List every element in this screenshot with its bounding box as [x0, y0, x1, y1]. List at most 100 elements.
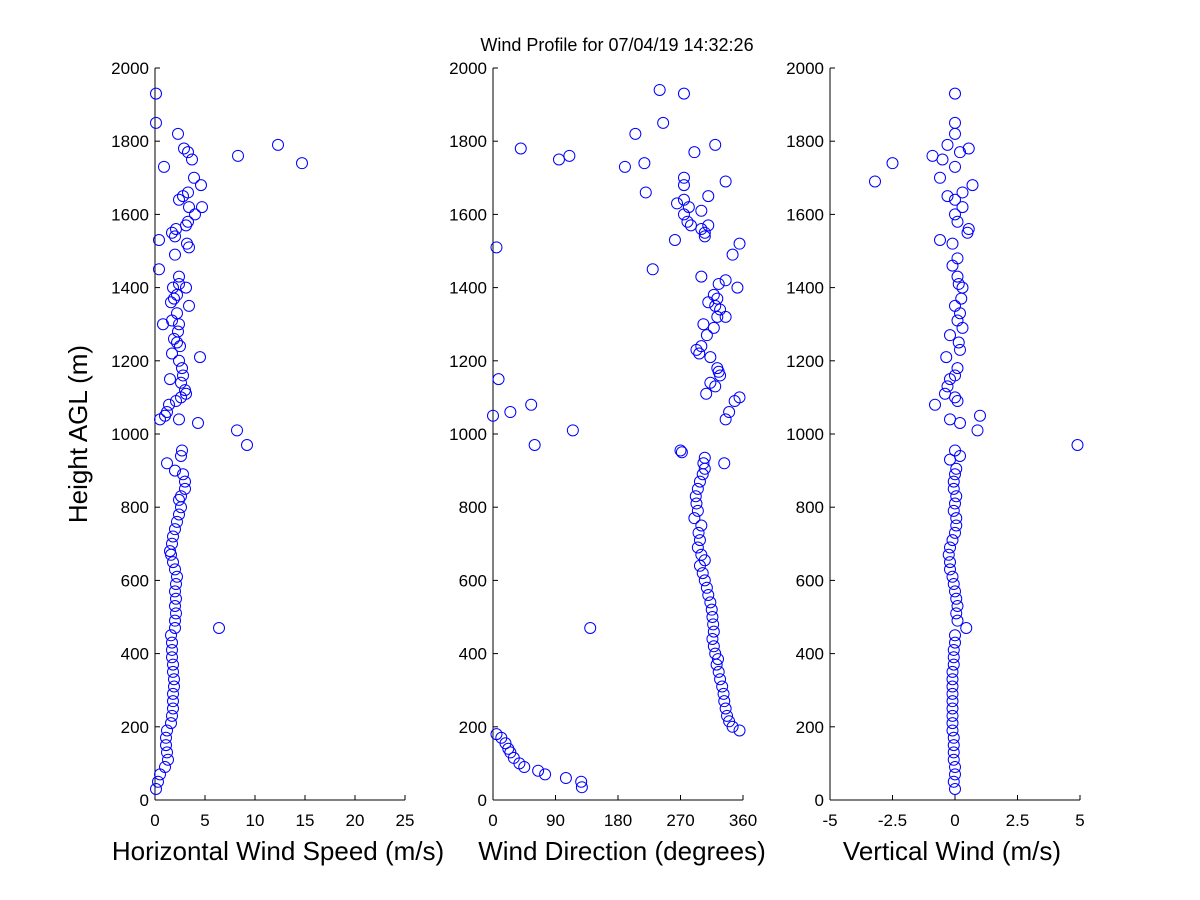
data-point: [160, 739, 172, 752]
data-point: [946, 680, 959, 693]
data-point: [161, 457, 173, 470]
data-point: [176, 444, 188, 457]
data-point: [175, 501, 187, 514]
data-point: [946, 570, 959, 583]
data-point: [154, 768, 166, 781]
data-point: [695, 223, 708, 236]
y-tick-label: 1600: [449, 205, 487, 224]
data-point: [171, 515, 183, 528]
data-point: [946, 687, 959, 700]
data-point: [179, 482, 191, 495]
data-point: [182, 146, 194, 159]
x-axis-label: Vertical Wind (m/s): [843, 836, 1061, 866]
data-point: [947, 578, 960, 591]
x-tick-label: 0: [488, 811, 497, 830]
data-point: [169, 563, 181, 576]
x-tick-label: 360: [729, 811, 757, 830]
data-point: [689, 490, 702, 503]
data-point: [719, 413, 732, 426]
data-point: [695, 340, 708, 353]
data-point: [675, 446, 688, 459]
data-point: [162, 753, 174, 766]
data-point: [706, 632, 719, 645]
data-point: [950, 462, 963, 475]
vertical-wind-panel: 0 200 400 600 800 1000 1200 1400 1600 1800 2000 -5 -…: [786, 59, 1085, 866]
data-point: [166, 709, 178, 722]
y-tick-label: 0: [478, 791, 487, 810]
data-point: [947, 753, 960, 766]
data-point: [677, 171, 690, 184]
data-point: [492, 373, 505, 386]
data-point: [949, 629, 961, 642]
data-point: [698, 226, 711, 239]
data-point: [941, 380, 954, 393]
data-point: [504, 406, 517, 419]
figure-title: Wind Profile for 07/04/19 14:32:26: [480, 35, 753, 55]
y-tick-label: 200: [459, 718, 487, 737]
x-tick-label: 5: [200, 811, 209, 830]
data-point: [232, 149, 244, 162]
data-point: [700, 387, 713, 400]
data-point: [152, 775, 164, 788]
y-tick-label: 0: [140, 791, 149, 810]
y-tick-label: 1000: [111, 425, 149, 444]
data-point: [175, 490, 187, 503]
data-point: [173, 193, 185, 206]
data-point: [1071, 438, 1084, 451]
data-point: [712, 653, 724, 666]
data-point: [183, 201, 195, 214]
data-point: [695, 519, 708, 532]
data-point: [728, 395, 741, 408]
y-tick-label: 600: [459, 571, 487, 590]
y-tick-label: 800: [459, 498, 487, 517]
x-tick-label: 10: [246, 811, 265, 830]
data-point: [167, 695, 179, 708]
x-tick-label: 20: [346, 811, 365, 830]
data-point: [719, 175, 732, 188]
data-point: [944, 329, 956, 342]
data-point: [951, 600, 964, 613]
data-point: [949, 444, 961, 457]
data-point: [954, 146, 966, 159]
data-point: [169, 621, 181, 634]
data-point: [575, 781, 588, 794]
data-point: [169, 523, 181, 536]
data-point: [733, 724, 746, 737]
data-point: [886, 157, 899, 170]
data-point: [629, 127, 642, 140]
data-point: [950, 490, 963, 503]
y-tick-label: 1400: [786, 279, 824, 298]
data-point: [646, 263, 659, 276]
x-axis-label: Horizontal Wind Speed (m/s): [112, 836, 444, 866]
data-point: [177, 369, 189, 382]
data-point: [173, 270, 185, 283]
data-point: [153, 263, 165, 276]
data-point: [166, 537, 178, 550]
data-point: [940, 351, 953, 364]
data-point: [213, 621, 225, 634]
data-point: [946, 717, 959, 730]
data-point: [160, 731, 172, 744]
data-point: [956, 201, 969, 214]
data-point: [693, 534, 706, 547]
data-point: [956, 321, 969, 334]
data-point: [698, 451, 711, 464]
data-point: [952, 277, 965, 290]
data-point: [639, 186, 652, 199]
data-point: [962, 223, 975, 236]
data-point: [171, 336, 183, 349]
data-point: [165, 717, 177, 730]
data-point: [721, 709, 734, 722]
data-point: [296, 157, 308, 170]
data-point: [707, 618, 720, 631]
x-tick-label: 90: [546, 811, 565, 830]
data-point: [947, 658, 960, 671]
data-point: [177, 468, 189, 481]
data-point: [653, 83, 666, 96]
y-tick-label: 1400: [449, 279, 487, 298]
data-point: [175, 449, 187, 462]
data-point: [552, 153, 565, 166]
data-point: [934, 171, 946, 184]
data-point: [559, 772, 572, 785]
data-point: [539, 768, 552, 781]
